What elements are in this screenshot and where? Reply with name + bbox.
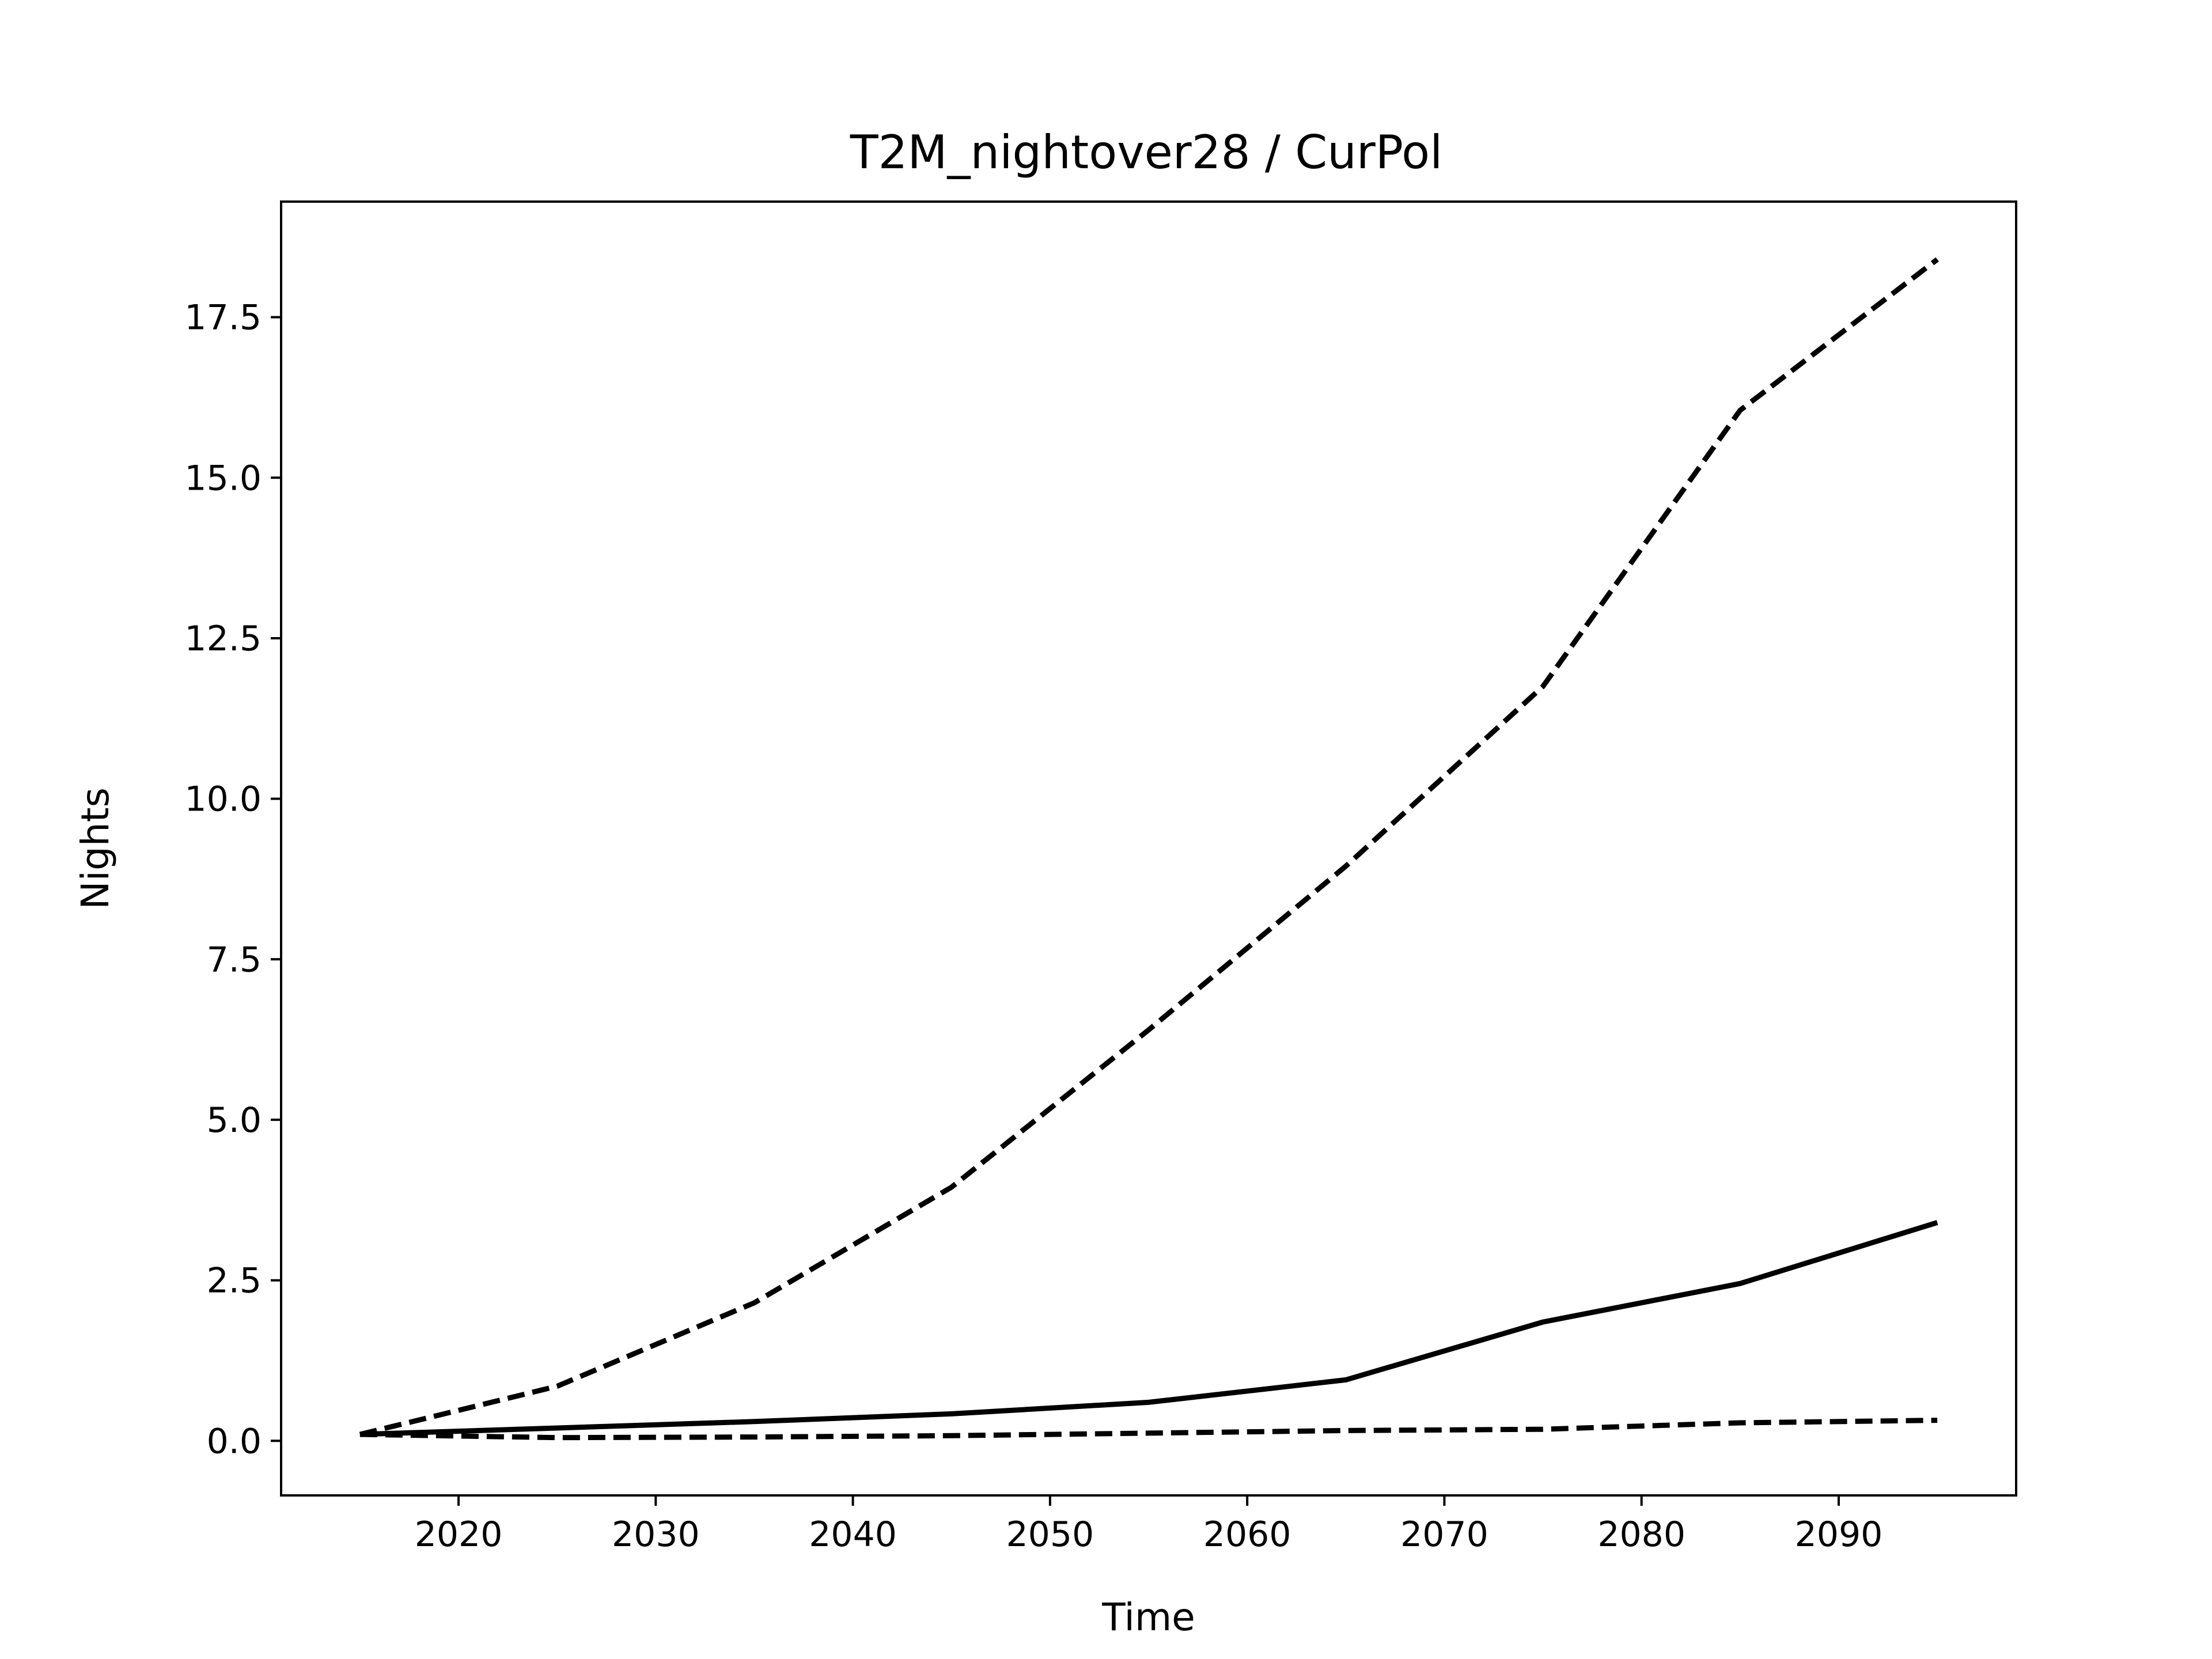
- x-axis-label: Time: [1101, 1595, 1195, 1639]
- y-tick-label: 0.0: [207, 1421, 262, 1461]
- x-tick-label: 2040: [809, 1514, 897, 1555]
- x-axis: 2020 2030 2040 2050 2060 2070 2080 2090: [415, 1495, 1883, 1555]
- plot-frame: [280, 200, 2017, 1497]
- y-tick-label: 15.0: [184, 458, 262, 498]
- series-line-2: [359, 1220, 1938, 1437]
- x-tick-label: 2060: [1203, 1514, 1291, 1555]
- y-axis-label: Nights: [73, 787, 118, 910]
- series-line-1: [359, 257, 1939, 1437]
- series-line-3: [359, 1418, 1938, 1441]
- x-tick-label: 2050: [1006, 1514, 1094, 1555]
- x-tick-label: 2070: [1400, 1514, 1488, 1555]
- y-tick-label: 5.0: [207, 1100, 262, 1141]
- plot-area: [359, 257, 1939, 1441]
- x-tick-label: 2020: [415, 1514, 503, 1555]
- y-tick-label: 2.5: [207, 1261, 262, 1301]
- y-tick-label: 10.0: [184, 779, 262, 820]
- y-tick-label: 17.5: [184, 298, 262, 338]
- x-tick-label: 2030: [612, 1514, 700, 1555]
- y-tick-label: 7.5: [207, 940, 262, 980]
- chart-title: T2M_nightover28 / CurPol: [850, 126, 1443, 179]
- y-tick-label: 12.5: [184, 619, 262, 659]
- x-tick-label: 2090: [1795, 1514, 1883, 1555]
- x-tick-label: 2080: [1597, 1514, 1685, 1555]
- y-axis: 0.0 2.5 5.0 7.5 10.0 12.5 15.0 17.5: [184, 298, 281, 1461]
